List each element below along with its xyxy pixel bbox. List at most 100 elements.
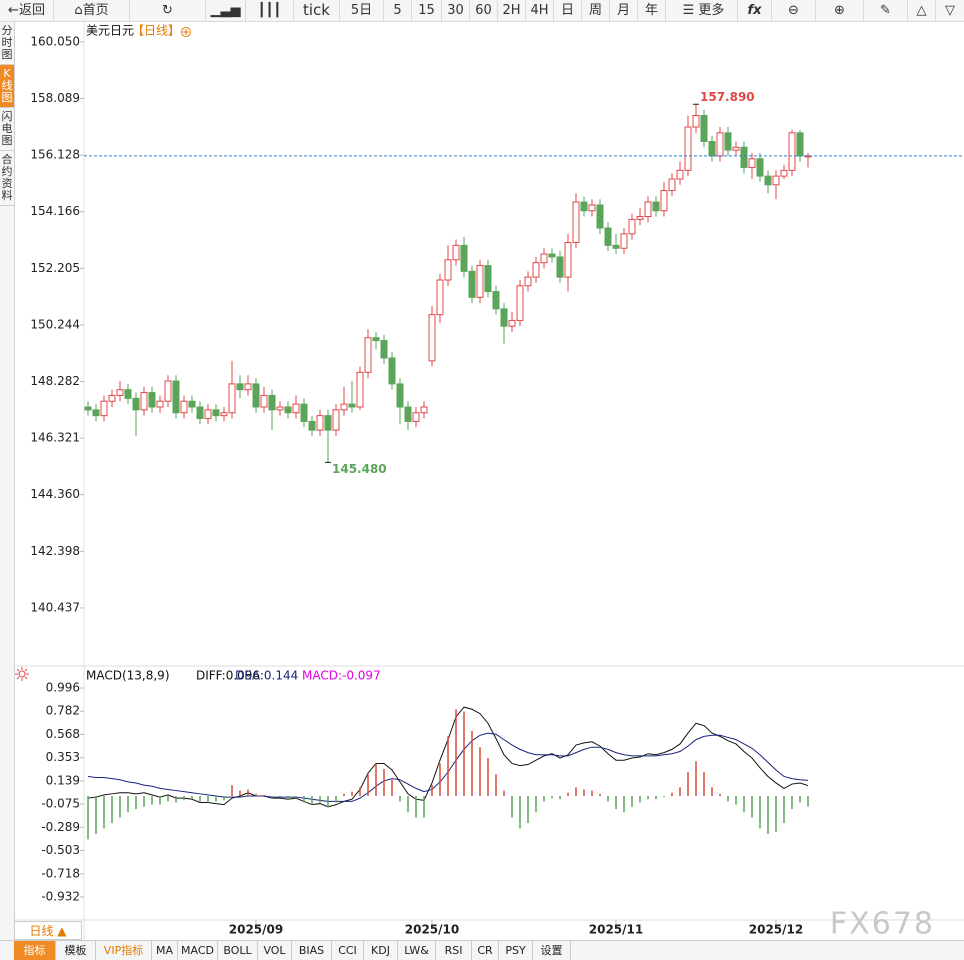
macd-bar [319,795,321,803]
period-button[interactable]: 日 [554,0,582,21]
candle-body [132,397,140,411]
macd-bar [503,790,505,796]
sidebar: 分时图 K线图 闪电图 合约资料 [0,22,15,940]
period-tab[interactable]: 日线 ▲ [14,921,82,940]
extreme-label: 157.890 [700,90,755,104]
macd-title: MACD(13,8,9) [86,669,170,683]
home-label: 首页 [82,3,109,18]
indicator-button[interactable]: 设置 [533,941,571,960]
indicator-button[interactable]: CR [472,941,499,960]
candle-body [124,389,132,399]
candle-body [172,380,180,414]
sidebar-tab[interactable]: 分时图 [0,22,14,65]
period-button[interactable]: 15 [412,0,442,21]
period-button[interactable]: 年 [638,0,666,21]
refresh-button[interactable]: ↻ [130,0,206,21]
candle-body [748,158,756,168]
candle-body [420,406,428,414]
candle-body [572,201,580,243]
candle-body [764,175,772,186]
indicator-button[interactable]: RSI [436,941,472,960]
candle-body [308,420,316,431]
period-button[interactable]: tick [294,0,340,21]
macd-bar [567,792,569,796]
up-button[interactable]: △ [908,0,936,21]
macd-bar [383,768,385,796]
indicator-button[interactable]: VOL [258,941,292,960]
indicator-button[interactable]: 指标 [14,941,56,960]
sidebar-tab[interactable]: K线图 [0,65,14,108]
macd-bar [447,736,449,796]
formula-button[interactable]: fx [738,0,772,21]
indicator-button[interactable]: KDJ [364,941,398,960]
candle-body [756,158,764,177]
home-button[interactable]: ⌂首页 [54,0,130,21]
period-button[interactable]: 4H [526,0,554,21]
macd-bar [743,795,745,813]
candle-body [92,409,100,417]
candle-body [292,403,300,414]
candle-body [620,233,628,249]
indicator-button[interactable]: BOLL [218,941,258,960]
candle-body [780,169,788,177]
candle-body [220,412,228,417]
sidebar-tab[interactable]: 合约资料 [0,151,14,206]
candle-body [532,262,540,278]
candle-body [84,406,92,411]
macd-bar [559,795,561,800]
settings-icon[interactable] [15,667,29,681]
y-tick-label: -0.075 [41,797,80,811]
macd-bar [623,795,625,813]
chart-type-button[interactable]: ▁▃▅ [206,0,246,21]
extreme-label: 145.480 [332,462,387,476]
candle-body [388,357,396,385]
down-button[interactable]: ▽ [945,3,955,18]
macd-bar [103,795,105,829]
candle-body [724,132,732,151]
candle-body [300,403,308,422]
candle-body [772,175,780,186]
indicator-button[interactable]: VIP指标 [96,941,152,960]
more-button[interactable]: ☰ 更多 [670,0,738,21]
candle-body [564,241,572,278]
indicator-button[interactable]: 模板 [56,941,96,960]
period-button[interactable]: 2H [498,0,526,21]
macd-bar [367,774,369,796]
y-tick-label: -0.932 [41,890,80,904]
indicator-button[interactable]: LW& [398,941,436,960]
y-tick-label: 154.166 [30,204,80,218]
macd-bar [231,785,233,796]
candle-body [196,406,204,420]
macd-bar [711,787,713,796]
indicator-button[interactable]: MACD [178,941,218,960]
add-icon-cross [183,29,189,35]
period-button[interactable]: 月 [610,0,638,21]
period-button[interactable]: 5 [384,0,412,21]
period-button[interactable]: 60 [470,0,498,21]
add-icon[interactable] [181,27,191,37]
candle-body [524,276,532,287]
macd-bar [655,795,657,800]
period-button[interactable]: 30 [442,0,470,21]
macd-bar [479,747,481,796]
indicator-button[interactable]: CCI [332,941,364,960]
candle-type-button[interactable]: ┃┃┃ [246,0,294,21]
toolbar: ←返回 ⌂首页 ↻ ▁▃▅ ┃┃┃ tick 5日 5 15 30 60 2H 4H 日周月年 … [0,0,964,22]
indicator-button[interactable]: BIAS [292,941,332,960]
candle-body [644,201,652,218]
zoom-in-button[interactable]: ⊕ [816,0,864,21]
macd-bar [175,795,177,803]
candle-body [108,394,116,402]
sidebar-tab[interactable]: 闪电图 [0,108,14,151]
indicator-button[interactable]: MA [152,941,178,960]
draw-button[interactable]: ✎ [864,0,908,21]
candle-body [588,204,596,212]
candle-body [740,146,748,168]
macd-bar [783,795,785,824]
indicator-button[interactable]: PSY [499,941,533,960]
period-button[interactable]: 周 [582,0,610,21]
period-button[interactable]: 5日 [340,0,384,21]
macd-bar [543,795,545,802]
back-button[interactable]: ←返回 [0,0,54,21]
zoom-out-button[interactable]: ⊖ [772,0,816,21]
